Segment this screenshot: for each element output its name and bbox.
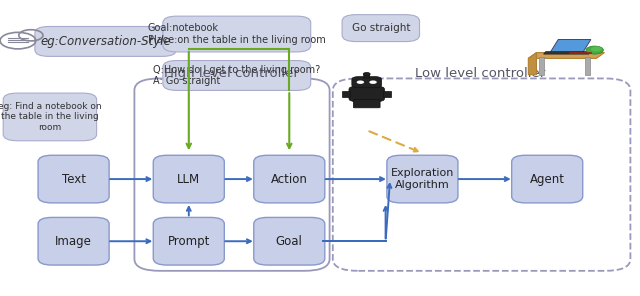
FancyBboxPatch shape [353,100,380,108]
Text: Prompt: Prompt [168,235,210,248]
Circle shape [356,81,364,84]
Text: eg:Conversation-Style: eg:Conversation-Style [40,35,171,48]
Text: Goal: Goal [276,235,303,248]
Polygon shape [529,53,605,58]
Bar [342,91,350,97]
Text: Action: Action [271,173,308,186]
FancyBboxPatch shape [352,77,381,88]
Bar [383,91,391,97]
FancyBboxPatch shape [38,155,109,203]
Polygon shape [569,52,591,53]
FancyBboxPatch shape [254,217,325,265]
Polygon shape [550,39,591,53]
Text: Agent: Agent [530,173,564,186]
FancyBboxPatch shape [163,61,311,91]
FancyBboxPatch shape [342,15,420,41]
FancyBboxPatch shape [364,74,370,78]
FancyBboxPatch shape [154,217,225,265]
Circle shape [591,46,602,52]
Circle shape [369,81,377,84]
FancyBboxPatch shape [387,155,458,203]
FancyBboxPatch shape [254,155,325,203]
FancyBboxPatch shape [38,217,109,265]
Text: Q:How do I get to the living room?
A: Go straight: Q:How do I get to the living room? A: Go… [153,65,321,86]
Text: Low level controller: Low level controller [415,67,545,80]
Text: Text: Text [61,173,86,186]
Text: LLM: LLM [177,173,200,186]
Text: High level controller: High level controller [164,67,299,80]
Polygon shape [529,53,536,75]
Text: Goal:notebook
Place:on the table in the living room: Goal:notebook Place:on the table in the … [148,23,326,45]
Text: Image: Image [55,235,92,248]
FancyBboxPatch shape [163,16,311,52]
Polygon shape [540,57,543,75]
Text: eg: Find a notebook on
the table in the living
room: eg: Find a notebook on the table in the … [0,102,102,132]
Polygon shape [543,52,589,54]
Circle shape [364,73,370,76]
FancyBboxPatch shape [349,86,385,102]
Text: Exploration
Algorithm: Exploration Algorithm [390,168,454,190]
Circle shape [586,46,604,54]
FancyBboxPatch shape [512,155,583,203]
Text: Go straight: Go straight [351,23,410,33]
FancyBboxPatch shape [154,155,225,203]
Polygon shape [586,57,590,75]
FancyBboxPatch shape [3,93,97,141]
FancyBboxPatch shape [35,27,177,56]
